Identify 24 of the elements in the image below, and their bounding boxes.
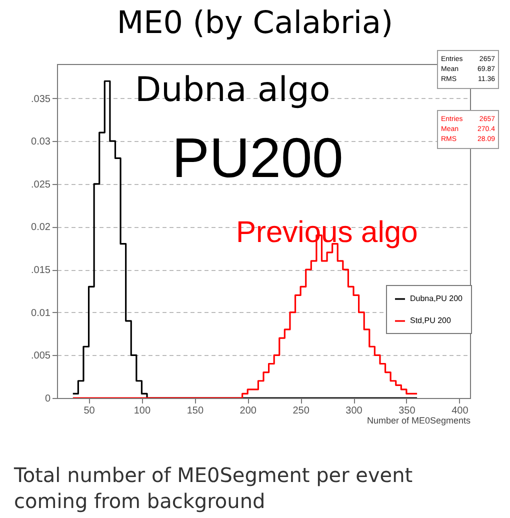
x-tick-label: 250 [292,406,310,416]
y-tick-label: 0.03 [31,136,51,148]
annotation: PU200 [172,126,344,189]
x-tick-label: 200 [240,406,257,416]
x-tick-label: 400 [452,406,469,416]
x-tick-label: 100 [134,406,151,416]
legend-label: Dubna,PU 200 [410,294,464,303]
y-tick-label: 0 [44,394,51,404]
y-tick-label: 0.02 [31,222,51,234]
y-tick-label: 0.01 [31,308,51,319]
y-tick-label: .015 [31,265,51,276]
x-axis-title: Number of ME0Segments [366,416,471,426]
x-tick-label: 300 [346,406,363,416]
x-tick-label: 150 [186,406,204,416]
chart-title: ME0 (by Calabria) [116,5,394,41]
legend-label: Std,PU 200 [410,316,452,325]
x-tick-label: 50 [84,406,96,416]
x-tick-label: 350 [398,406,416,416]
y-tick-label: .005 [31,350,51,362]
y-tick-label: .035 [31,94,51,105]
text: Total number of ME0Segment per event coming from background [14,462,414,514]
annotation: Previous algo [236,216,418,249]
annotation: Dubna algo [135,70,330,110]
y-tick-label: .025 [31,179,51,190]
